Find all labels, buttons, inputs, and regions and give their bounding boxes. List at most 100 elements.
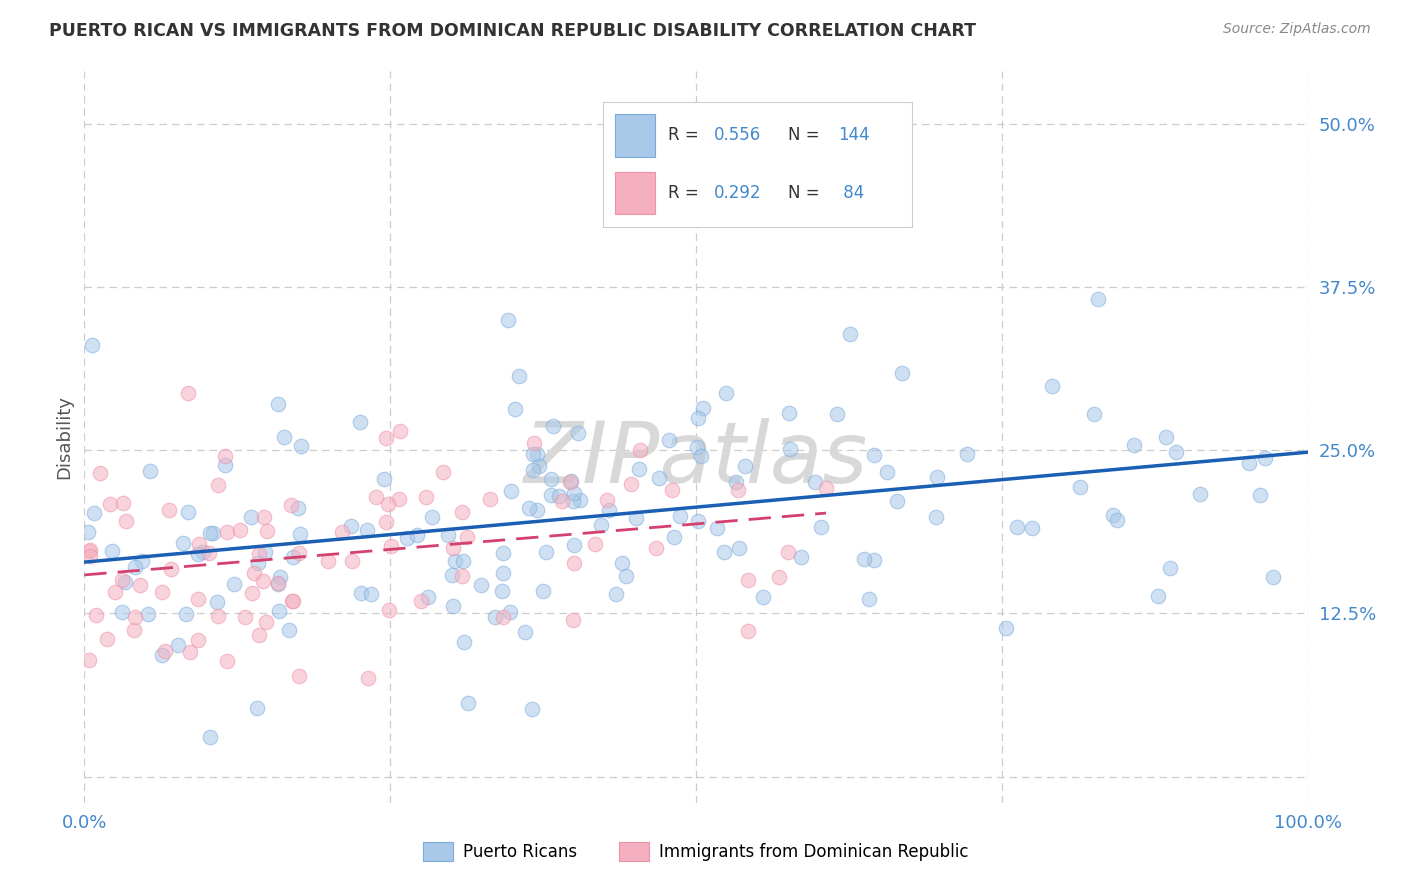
Point xyxy=(267,604,290,618)
Point xyxy=(111,496,134,510)
Point xyxy=(1007,520,1029,534)
Point xyxy=(1146,589,1168,603)
Point xyxy=(287,501,309,516)
Point xyxy=(839,327,862,342)
Point xyxy=(614,568,637,582)
Point xyxy=(550,494,572,508)
Point xyxy=(1087,292,1109,306)
Text: N =: N = xyxy=(789,127,825,145)
Point xyxy=(558,475,581,489)
Point xyxy=(560,474,582,488)
Point xyxy=(443,554,465,568)
Point xyxy=(492,610,515,624)
Point xyxy=(373,472,395,486)
Point xyxy=(628,442,651,457)
Point xyxy=(863,553,886,567)
Point xyxy=(242,566,264,580)
Point xyxy=(664,530,686,544)
Point xyxy=(131,554,153,568)
Point xyxy=(247,628,270,642)
Point xyxy=(215,654,238,668)
Point xyxy=(207,477,229,491)
Point xyxy=(737,624,759,638)
Point xyxy=(541,418,564,433)
Point xyxy=(187,592,209,607)
Text: 0.556: 0.556 xyxy=(714,127,762,145)
Point xyxy=(254,545,277,559)
Point xyxy=(1253,450,1275,465)
Point xyxy=(114,575,136,590)
Point xyxy=(810,519,832,533)
Point xyxy=(562,486,585,500)
Point xyxy=(669,509,692,524)
Point xyxy=(374,515,396,529)
Text: 84: 84 xyxy=(838,184,865,202)
Point xyxy=(858,592,880,607)
Point xyxy=(1021,521,1043,535)
Point xyxy=(205,595,228,609)
Point xyxy=(191,544,214,558)
Text: 144: 144 xyxy=(838,127,869,145)
Point xyxy=(249,547,271,561)
Point xyxy=(273,429,295,443)
Point xyxy=(233,610,256,624)
Text: R =: R = xyxy=(668,184,704,202)
Point xyxy=(356,524,378,538)
Point xyxy=(501,483,523,498)
Point xyxy=(661,483,683,497)
Point xyxy=(239,510,262,524)
Point xyxy=(517,501,540,516)
Point xyxy=(214,449,236,463)
Point xyxy=(187,547,209,561)
Point xyxy=(287,669,309,683)
Point xyxy=(441,541,464,555)
Point xyxy=(456,530,478,544)
Point xyxy=(522,463,544,477)
Point xyxy=(281,593,304,607)
Point xyxy=(727,483,749,497)
Point xyxy=(432,465,454,479)
Point xyxy=(648,471,671,485)
Point xyxy=(713,545,735,559)
Point xyxy=(1105,513,1128,527)
Point xyxy=(111,574,134,588)
Point xyxy=(484,609,506,624)
Point xyxy=(77,544,100,558)
Point xyxy=(457,696,479,710)
Point xyxy=(267,575,290,590)
Point xyxy=(686,515,709,529)
Point xyxy=(416,590,439,604)
Point xyxy=(522,435,544,450)
Point xyxy=(814,481,837,495)
Point xyxy=(491,584,513,599)
Point xyxy=(198,731,221,745)
Point xyxy=(927,469,949,483)
Point xyxy=(778,406,800,420)
Point xyxy=(768,570,790,584)
Point xyxy=(174,607,197,621)
Point xyxy=(266,576,288,591)
Point xyxy=(281,594,304,608)
Point xyxy=(80,338,103,352)
Point xyxy=(160,562,183,576)
Point xyxy=(405,528,427,542)
Point xyxy=(513,625,536,640)
Point xyxy=(561,613,583,627)
Point xyxy=(350,586,373,600)
Point xyxy=(564,556,586,570)
Point xyxy=(330,524,353,539)
Point xyxy=(863,448,886,462)
Point xyxy=(411,594,433,608)
Point xyxy=(269,569,291,583)
Point xyxy=(569,492,592,507)
Point xyxy=(84,607,107,622)
Point xyxy=(734,458,756,473)
Point xyxy=(122,623,145,637)
Point xyxy=(340,554,363,568)
Point xyxy=(198,546,221,560)
Point xyxy=(436,528,458,542)
Point xyxy=(388,492,411,507)
Point xyxy=(288,547,311,561)
Point xyxy=(395,531,418,545)
Point xyxy=(83,507,105,521)
